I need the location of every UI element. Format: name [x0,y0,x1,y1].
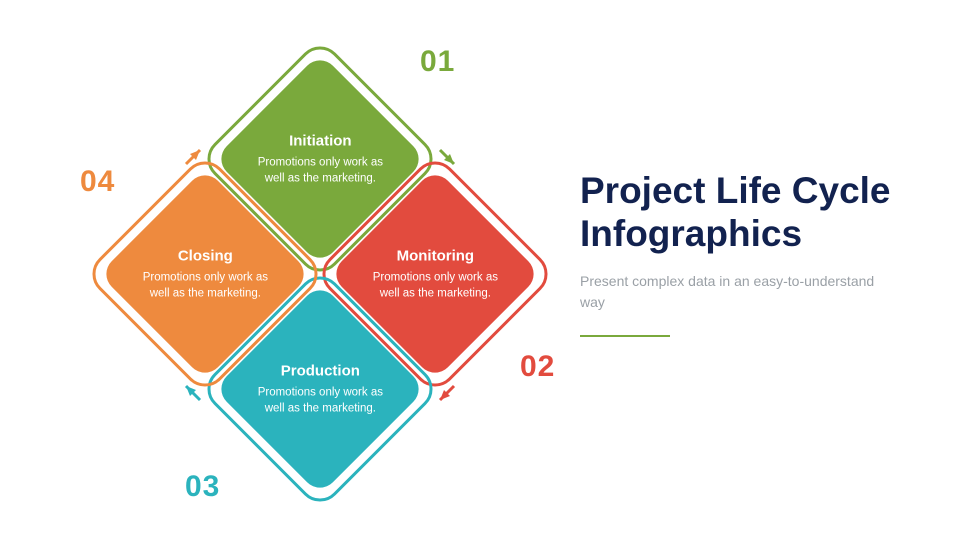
accent-underline [580,335,670,337]
node-desc: Promotions only work as well as the mark… [252,385,389,416]
node-title: Closing [137,247,274,264]
node-title: Initiation [252,132,389,149]
node-desc: Promotions only work as well as the mark… [367,270,504,301]
node-title: Production [252,362,389,379]
node-number-4: 04 [80,165,115,199]
page-title: Project Life Cycle Infographics [580,170,940,255]
node-number-3: 03 [185,470,220,504]
page-subtitle: Present complex data in an easy-to-under… [580,271,880,313]
node-desc: Promotions only work as well as the mark… [252,155,389,186]
node-number-2: 02 [520,350,555,384]
text-panel: Project Life Cycle Infographics Present … [580,170,940,337]
node-number-1: 01 [420,45,455,79]
cycle-diagram: Initiation Promotions only work as well … [80,20,560,530]
node-title: Monitoring [367,247,504,264]
node-desc: Promotions only work as well as the mark… [137,270,274,301]
